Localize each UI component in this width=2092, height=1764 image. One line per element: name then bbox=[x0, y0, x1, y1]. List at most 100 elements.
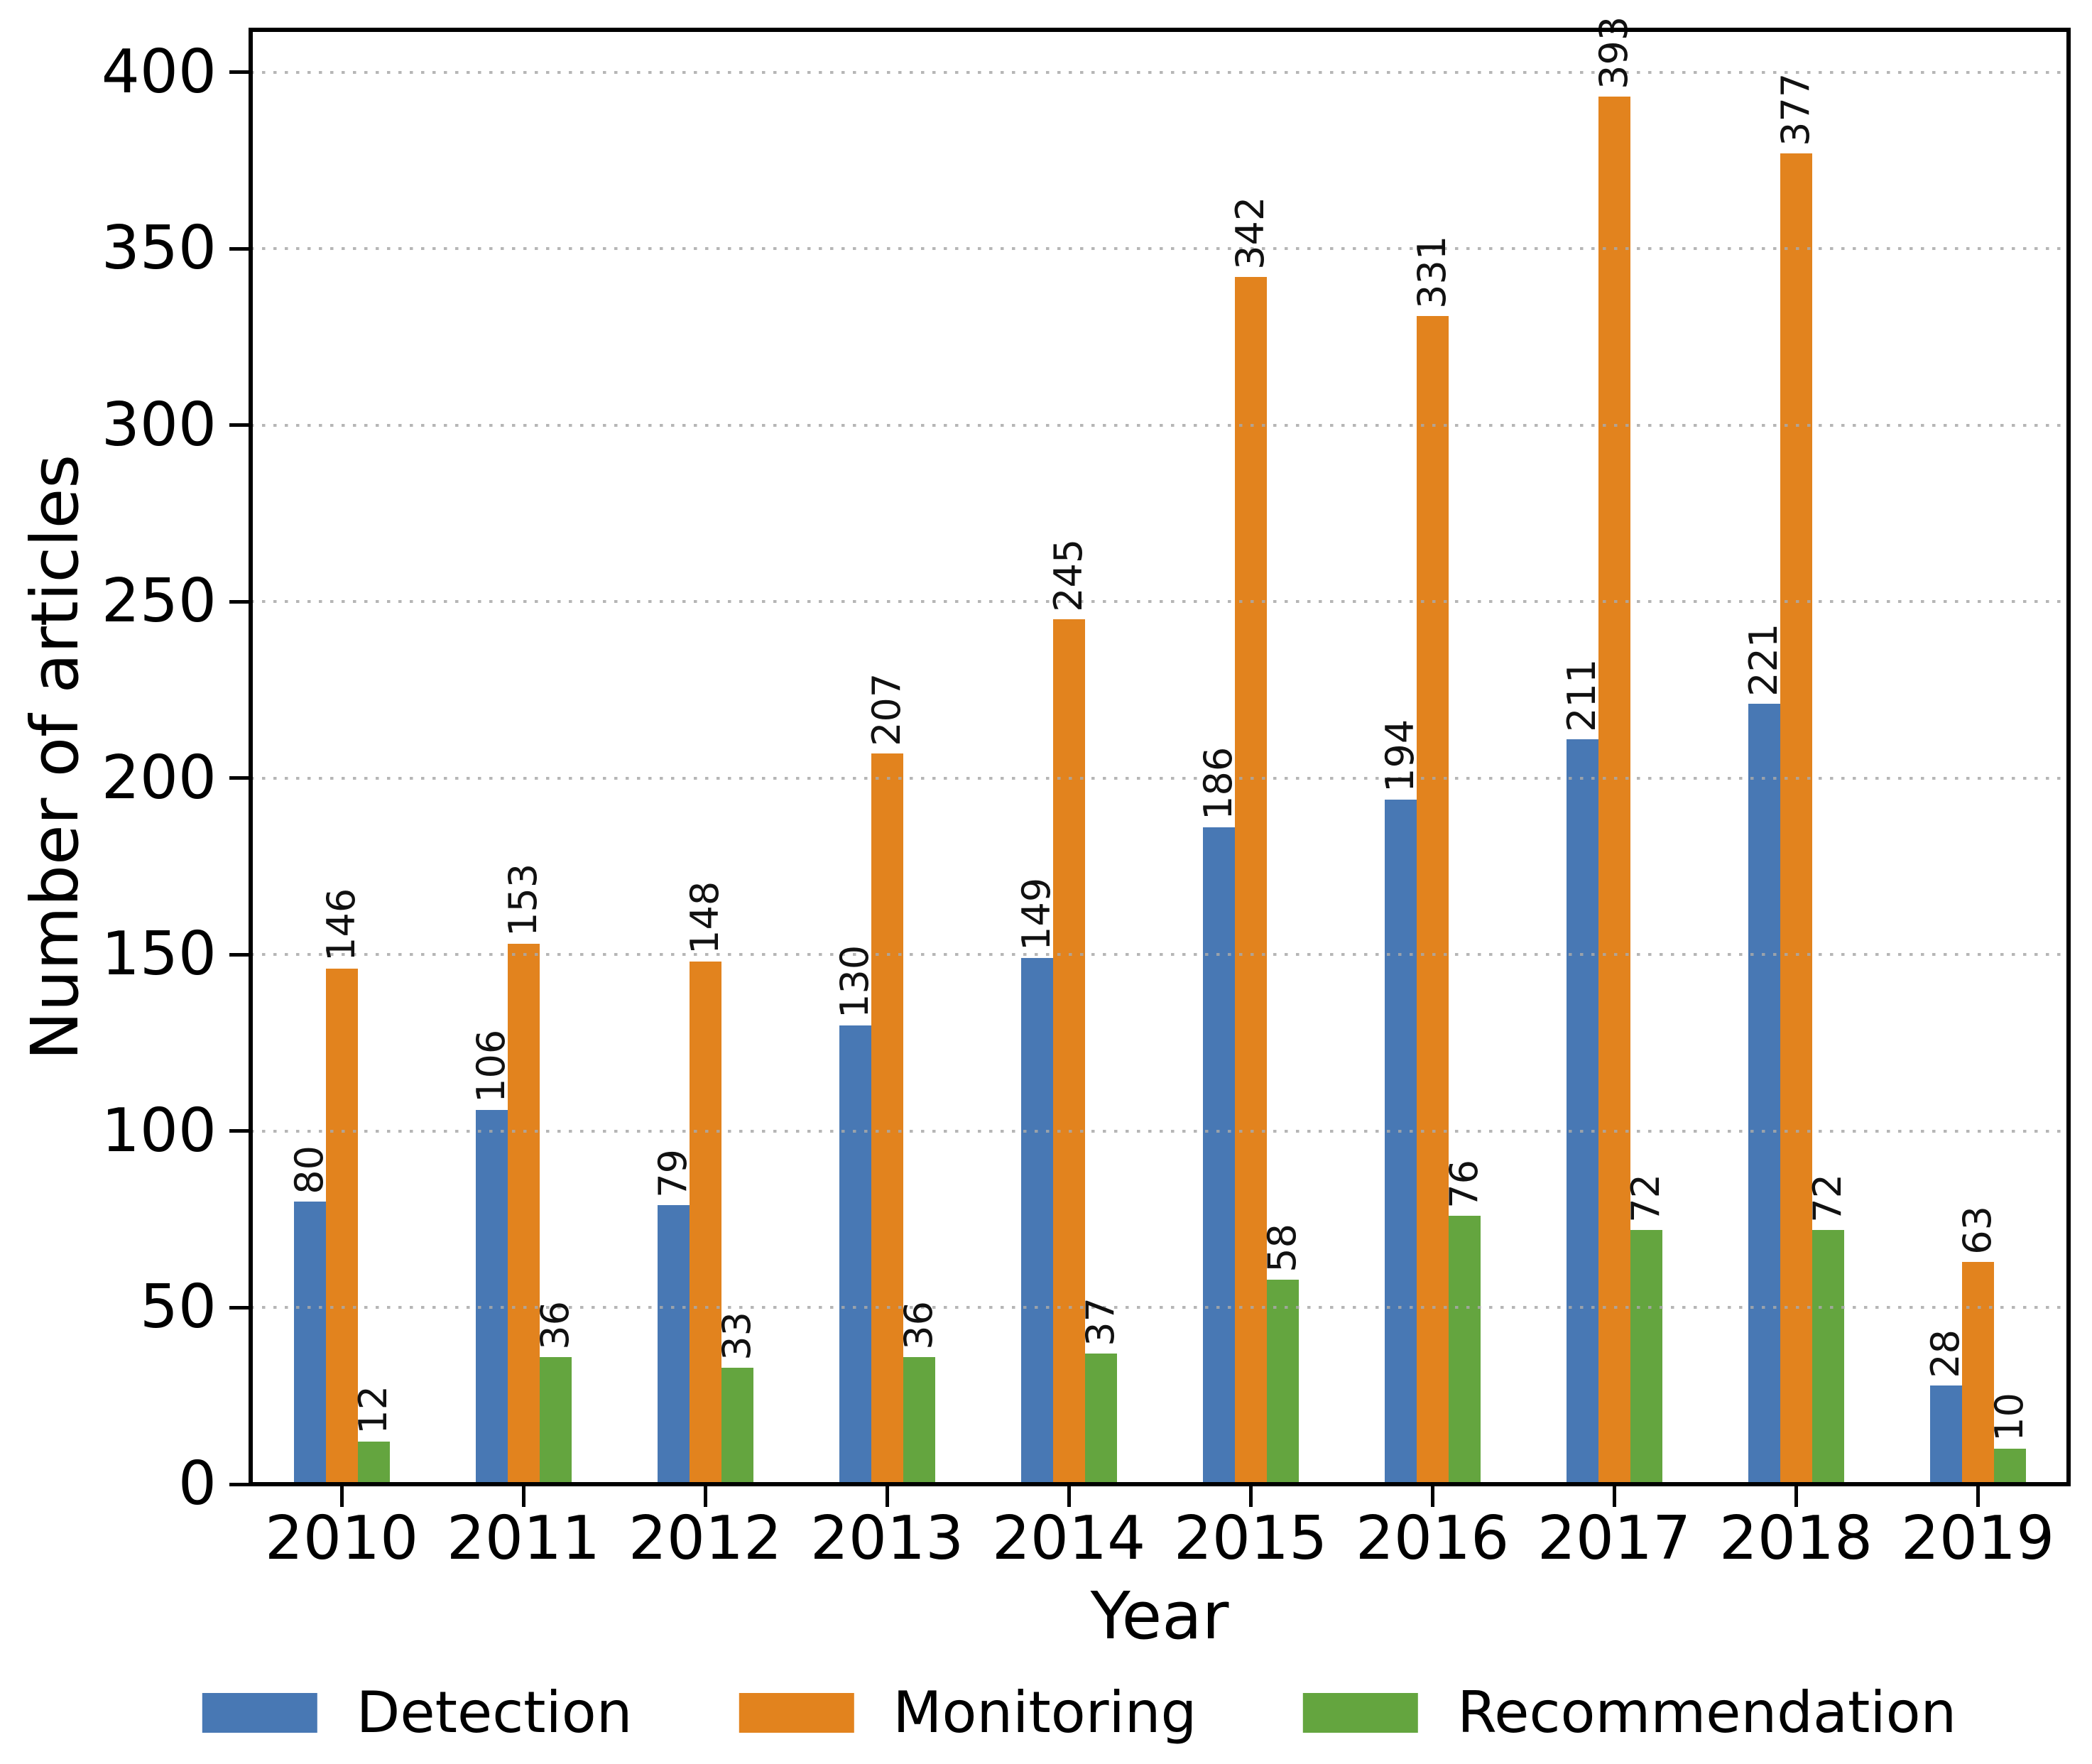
y-tick-label-350: 350 bbox=[101, 213, 217, 284]
bar-value-label: 10 bbox=[1986, 1393, 2032, 1442]
bar-value-label: 194 bbox=[1377, 719, 1422, 793]
bar-monitoring-2013 bbox=[871, 753, 903, 1484]
y-tick-mark-50 bbox=[229, 1305, 251, 1310]
bar-value-label: 72 bbox=[1804, 1174, 1850, 1223]
bar-value-label: 146 bbox=[318, 888, 364, 962]
x-tick-label-2011: 2011 bbox=[446, 1503, 601, 1574]
bar-value-label: 36 bbox=[532, 1301, 577, 1350]
x-tick-label-2015: 2015 bbox=[1173, 1503, 1328, 1574]
x-tick-mark-2018 bbox=[1794, 1486, 1798, 1507]
bar-value-label: 342 bbox=[1227, 196, 1273, 270]
x-tick-label-2010: 2010 bbox=[264, 1503, 419, 1574]
bar-value-label: 33 bbox=[714, 1311, 759, 1361]
bar-value-label: 63 bbox=[1954, 1205, 2000, 1255]
legend-swatch-monitoring bbox=[739, 1693, 854, 1733]
y-tick-mark-100 bbox=[229, 1129, 251, 1133]
bar-value-label: 58 bbox=[1259, 1223, 1304, 1273]
bar-value-label: 186 bbox=[1195, 747, 1241, 821]
plot-border-top bbox=[249, 28, 2071, 32]
bar-recommendation-2011 bbox=[539, 1357, 572, 1484]
x-tick-mark-2017 bbox=[1612, 1486, 1616, 1507]
y-tick-label-200: 200 bbox=[101, 742, 217, 813]
bar-value-label: 153 bbox=[500, 864, 545, 937]
bar-detection-2011 bbox=[475, 1110, 508, 1484]
x-tick-label-2012: 2012 bbox=[628, 1503, 783, 1574]
bar-value-label: 245 bbox=[1045, 538, 1091, 613]
bar-value-label: 207 bbox=[864, 673, 909, 746]
bar-detection-2014 bbox=[1020, 958, 1053, 1484]
bar-value-label: 72 bbox=[1623, 1174, 1668, 1223]
bar-value-label: 130 bbox=[832, 944, 877, 1018]
bar-recommendation-2010 bbox=[357, 1442, 390, 1484]
bar-monitoring-2014 bbox=[1052, 619, 1085, 1484]
bar-recommendation-2012 bbox=[721, 1367, 753, 1484]
bar-value-label: 211 bbox=[1559, 658, 1604, 733]
bar-value-label: 12 bbox=[350, 1385, 396, 1435]
x-axis-label: Year bbox=[1090, 1578, 1229, 1654]
legend-item-monitoring: Monitoring bbox=[739, 1684, 1197, 1741]
bar-detection-2017 bbox=[1566, 739, 1598, 1484]
bar-recommendation-2013 bbox=[903, 1357, 935, 1484]
y-tick-label-400: 400 bbox=[101, 36, 217, 107]
x-tick-label-2017: 2017 bbox=[1537, 1503, 1691, 1574]
plot-border-right bbox=[2066, 28, 2071, 1486]
bar-value-label: 80 bbox=[286, 1145, 332, 1195]
bar-monitoring-2017 bbox=[1598, 97, 1630, 1484]
legend-swatch-recommendation bbox=[1303, 1693, 1419, 1733]
y-tick-label-150: 150 bbox=[101, 919, 217, 990]
y-tick-mark-0 bbox=[229, 1482, 251, 1486]
bar-recommendation-2017 bbox=[1630, 1230, 1662, 1484]
x-tick-mark-2015 bbox=[1248, 1486, 1253, 1507]
x-tick-mark-2012 bbox=[703, 1486, 707, 1507]
bar-value-label: 106 bbox=[468, 1029, 513, 1103]
bar-recommendation-2014 bbox=[1084, 1354, 1117, 1484]
plot-area: 80 146 12 106 153 36 79 148 33 130 207 36 149 245 37 18… bbox=[249, 16, 2071, 1486]
x-tick-mark-2014 bbox=[1067, 1486, 1071, 1507]
bar-monitoring-2016 bbox=[1416, 315, 1449, 1484]
bar-recommendation-2018 bbox=[1812, 1230, 1844, 1484]
x-tick-mark-2019 bbox=[1976, 1486, 1980, 1507]
bar-value-label: 148 bbox=[682, 881, 727, 955]
bar-detection-2012 bbox=[657, 1205, 690, 1484]
bar-monitoring-2011 bbox=[507, 944, 540, 1484]
y-tick-label-250: 250 bbox=[101, 566, 217, 637]
bar-detection-2015 bbox=[1202, 827, 1235, 1484]
legend-item-detection: Detection bbox=[202, 1684, 632, 1741]
x-tick-label-2019: 2019 bbox=[1900, 1503, 2055, 1574]
bar-detection-2018 bbox=[1748, 704, 1780, 1484]
bar-recommendation-2015 bbox=[1266, 1279, 1299, 1484]
legend-label-monitoring: Monitoring bbox=[893, 1679, 1197, 1746]
bar-detection-2019 bbox=[1929, 1385, 1962, 1484]
bar-value-label: 36 bbox=[895, 1301, 941, 1350]
bar-detection-2010 bbox=[293, 1202, 326, 1484]
bar-detection-2013 bbox=[839, 1025, 871, 1484]
y-tick-label-100: 100 bbox=[101, 1095, 217, 1166]
x-tick-label-2016: 2016 bbox=[1355, 1503, 1510, 1574]
legend-swatch-detection bbox=[202, 1693, 317, 1733]
legend-item-recommendation: Recommendation bbox=[1303, 1684, 1956, 1741]
bar-value-label: 76 bbox=[1441, 1160, 1486, 1209]
bar-value-label: 149 bbox=[1013, 878, 1059, 952]
y-tick-mark-150 bbox=[229, 952, 251, 957]
y-tick-mark-350 bbox=[229, 246, 251, 251]
x-tick-label-2013: 2013 bbox=[810, 1503, 964, 1574]
bar-monitoring-2012 bbox=[689, 962, 721, 1484]
bar-value-label: 221 bbox=[1740, 624, 1786, 697]
y-tick-mark-400 bbox=[229, 70, 251, 75]
bar-value-label: 37 bbox=[1077, 1297, 1123, 1346]
y-tick-mark-250 bbox=[229, 599, 251, 604]
bar-monitoring-2018 bbox=[1780, 153, 1812, 1484]
y-tick-label-300: 300 bbox=[101, 389, 217, 460]
legend: Detection Monitoring Recommendation bbox=[202, 1684, 1956, 1741]
bar-recommendation-2016 bbox=[1448, 1216, 1481, 1484]
bar-monitoring-2019 bbox=[1961, 1261, 1994, 1484]
x-tick-mark-2016 bbox=[1430, 1486, 1434, 1507]
bar-value-label: 331 bbox=[1409, 235, 1454, 309]
bar-value-label: 79 bbox=[650, 1149, 695, 1198]
bar-monitoring-2010 bbox=[325, 969, 358, 1484]
y-tick-mark-300 bbox=[229, 423, 251, 428]
x-axis-line bbox=[249, 1482, 2071, 1486]
y-tick-mark-200 bbox=[229, 776, 251, 780]
y-axis-label: Number of articles bbox=[16, 454, 93, 1060]
